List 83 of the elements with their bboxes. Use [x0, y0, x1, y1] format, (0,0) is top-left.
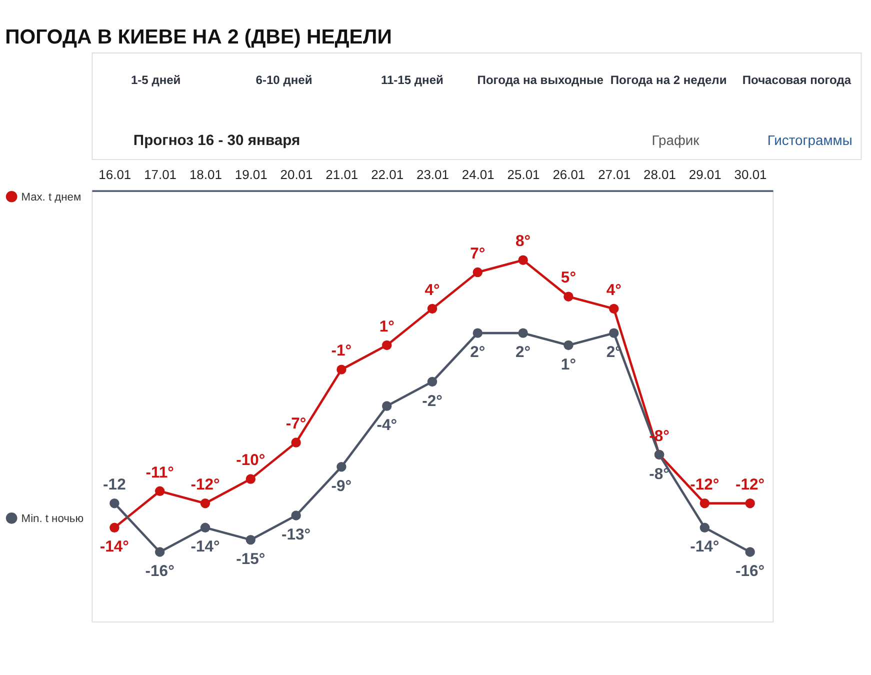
data-label: -14°	[100, 538, 129, 556]
data-label: -8°	[649, 466, 670, 483]
point	[154, 547, 165, 557]
point	[291, 438, 301, 448]
point	[291, 510, 301, 520]
x-tick-label: 20.01	[280, 167, 313, 182]
data-label: -13°	[282, 526, 311, 544]
data-label: 8°	[516, 233, 531, 250]
data-label: 1°	[560, 356, 576, 374]
point	[700, 498, 710, 508]
point	[246, 474, 256, 484]
data-label: -2°	[422, 392, 442, 410]
point	[382, 340, 392, 350]
data-label: -12	[103, 476, 126, 494]
text: 6-10 дней	[256, 73, 312, 88]
x-tick-label: 24.01	[462, 167, 494, 182]
x-tick-label: 29.01	[688, 167, 722, 182]
point	[609, 304, 619, 314]
point	[154, 486, 165, 496]
point	[745, 498, 755, 508]
data-label: -14°	[190, 538, 220, 556]
chart-title: ПОГОДА В КИЕВЕ НА 2 (ДВЕ) НЕДЕЛИ	[5, 26, 392, 49]
point	[336, 462, 346, 472]
point	[246, 534, 256, 545]
point	[110, 498, 120, 508]
text: 11-15 дней	[380, 73, 444, 88]
data-label: 2°	[516, 344, 531, 362]
data-label: -10°	[236, 452, 266, 470]
point	[518, 255, 528, 265]
point	[700, 522, 710, 533]
data-label: -16°	[736, 563, 765, 580]
x-tick-label: 16.01	[98, 167, 132, 182]
x-tick-label: 23.01	[416, 167, 449, 182]
data-label: 5°	[560, 270, 576, 287]
data-label: -9°	[331, 478, 352, 495]
x-tick-label: 17.01	[144, 167, 177, 182]
point	[427, 304, 438, 314]
point	[200, 522, 210, 533]
point	[200, 498, 210, 508]
x-tick-label: 28.01	[644, 167, 676, 182]
x-tick-label: 27.01	[598, 167, 631, 182]
data-label: -11°	[146, 464, 174, 482]
point	[382, 401, 392, 411]
x-tick-label: 21.01	[326, 167, 358, 182]
text: 1-5 дней	[130, 73, 181, 88]
text: Гистограммы	[767, 132, 852, 148]
data-label: 1°	[379, 318, 394, 336]
data-label: -15°	[236, 550, 266, 568]
point	[564, 340, 574, 350]
point	[472, 267, 483, 278]
data-label: 4°	[424, 282, 440, 299]
text: График	[652, 132, 700, 148]
text: Погода на выходные	[477, 73, 604, 88]
data-label: -12°	[690, 476, 720, 494]
data-label: -14°	[690, 538, 720, 556]
data-label: 7°	[470, 245, 486, 262]
text: Погода на 2 недели	[610, 73, 727, 88]
data-label: -16°	[145, 563, 174, 580]
data-label: -12°	[190, 476, 220, 494]
chart-subtitle: Прогноз 16 - 30 января	[133, 133, 300, 150]
data-label: 4°	[606, 282, 622, 299]
data-label: -1°	[331, 342, 352, 360]
x-tick-label: 25.01	[507, 167, 540, 182]
data-label: -12°	[736, 476, 765, 494]
point	[609, 328, 619, 338]
x-tick-label: 30.01	[734, 167, 767, 182]
text: Почасовая погода	[742, 73, 852, 88]
point	[472, 328, 483, 338]
x-tick-label: 26.01	[552, 167, 586, 182]
point	[564, 292, 574, 302]
point	[336, 364, 346, 374]
x-tick-label: 22.01	[371, 167, 404, 182]
data-label: -7°	[286, 416, 306, 433]
data-label: 2°	[470, 344, 486, 362]
data-label: -4°	[376, 417, 398, 434]
point	[427, 376, 438, 387]
point	[745, 547, 755, 557]
legend-label: Min. t ночью	[21, 512, 84, 525]
x-tick-label: 19.01	[234, 167, 268, 182]
point	[110, 522, 120, 533]
point	[518, 328, 528, 338]
x-tick-label: 18.01	[189, 167, 222, 182]
legend-label: Max. t днем	[21, 191, 82, 204]
